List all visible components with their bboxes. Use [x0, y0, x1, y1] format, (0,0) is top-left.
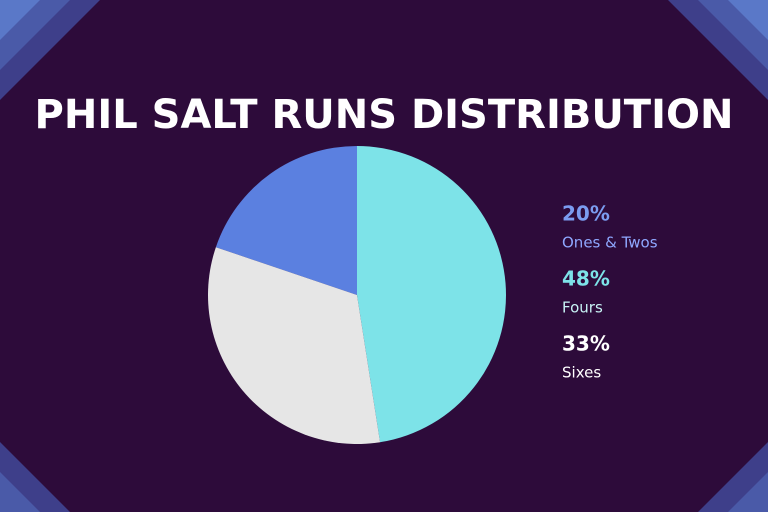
- legend-label: Fours: [562, 299, 603, 317]
- legend-value: 48%: [562, 267, 610, 291]
- legend-label: Sixes: [562, 364, 601, 382]
- legend-value: 20%: [562, 202, 610, 226]
- pie-slice: [357, 146, 506, 443]
- legend-label: Ones & Twos: [562, 234, 658, 252]
- pie-slice: [215, 146, 357, 295]
- chart-title: PHIL SALT RUNS DISTRIBUTION: [35, 92, 734, 138]
- legend-value: 33%: [562, 332, 610, 356]
- pie-slice: [208, 247, 381, 444]
